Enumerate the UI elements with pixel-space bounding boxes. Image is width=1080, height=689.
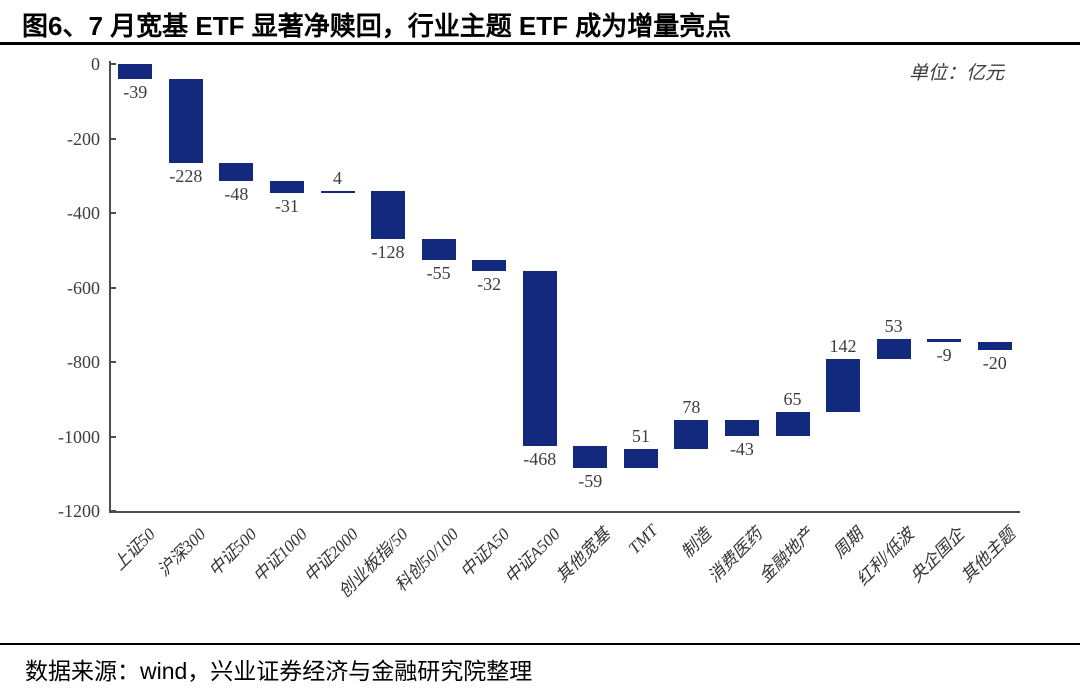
bar-value-label: -20	[982, 352, 1007, 373]
y-axis-tick	[110, 286, 116, 289]
bar-value-label: -55	[426, 262, 451, 283]
bar-value-label: 4	[333, 168, 342, 189]
y-axis-tick-label: -1200	[58, 501, 100, 521]
y-axis-tick-label: -600	[67, 277, 100, 298]
waterfall-bar	[674, 419, 709, 449]
bar-value-label: -39	[123, 81, 148, 102]
bar-value-label: 51	[631, 425, 650, 446]
bar-value-label: -128	[371, 242, 405, 263]
bar-value-label: 142	[829, 335, 857, 356]
bar-value-label: 78	[682, 396, 701, 417]
y-axis-tick-label: -200	[67, 128, 100, 149]
data-source-note: 数据来源：wind，兴业证券经济与金融研究院整理	[25, 658, 533, 684]
bar-value-label: -48	[224, 184, 249, 205]
x-axis-category-label: 央企国企	[906, 524, 969, 587]
waterfall-bar	[269, 181, 304, 193]
bar-value-label: -59	[578, 470, 603, 491]
waterfall-bar	[775, 411, 810, 436]
waterfall-bar	[168, 78, 203, 164]
x-axis-category-label: 金融地产	[754, 524, 817, 587]
x-axis-category-label: 沪深300	[154, 524, 210, 581]
bar-value-label: -32	[477, 274, 502, 295]
y-axis-tick	[110, 63, 116, 65]
y-axis-tick-label: -800	[67, 352, 100, 372]
waterfall-bar	[118, 64, 153, 79]
x-axis-line	[109, 511, 1020, 513]
bar-value-label: -228	[169, 166, 203, 187]
waterfall-bar	[421, 239, 456, 260]
footer-divider-line	[0, 643, 1080, 645]
x-axis-category-label: 消费医药	[704, 524, 766, 587]
figure-title: 图6、7 月宽基 ETF 显著净赎回，行业主题 ETF 成为增量亮点	[22, 11, 732, 41]
waterfall-bar	[826, 358, 861, 412]
y-axis-tick-label: 0	[91, 54, 100, 74]
y-axis-tick-label: -400	[67, 203, 100, 223]
waterfall-bar	[472, 259, 507, 272]
bar-value-label: 65	[783, 388, 802, 409]
x-axis-category-label: 其他宽基	[552, 524, 615, 587]
y-axis-tick	[110, 435, 116, 438]
bar-value-label: -31	[274, 195, 299, 216]
waterfall-bar	[623, 448, 658, 468]
x-axis-category-label: 周期	[829, 524, 868, 563]
waterfall-bar	[320, 191, 355, 194]
waterfall-bar	[219, 163, 254, 182]
title-divider-line	[0, 42, 1080, 45]
bar-value-label: -9	[936, 345, 952, 366]
x-axis-category-label: TMT	[624, 521, 662, 558]
waterfall-bar	[876, 338, 911, 359]
unit-label: 单位：亿元	[908, 63, 1004, 84]
y-axis-tick	[110, 212, 116, 214]
y-axis-tick	[110, 510, 116, 512]
bar-value-label: -43	[729, 438, 754, 459]
waterfall-bar	[977, 342, 1012, 350]
bar-value-label: -468	[523, 448, 557, 469]
y-axis-tick	[110, 137, 116, 140]
bar-value-label: 53	[884, 315, 903, 336]
y-axis-tick-label: -1000	[58, 426, 100, 447]
waterfall-bar	[927, 338, 962, 343]
waterfall-bar	[371, 191, 406, 240]
x-axis-category-label: 中证1000	[249, 524, 311, 587]
waterfall-bar	[522, 271, 557, 446]
waterfall-bar	[724, 419, 759, 436]
x-axis-category-label: 制造	[677, 524, 716, 563]
x-axis-category-label: 上证50	[109, 524, 160, 575]
y-axis-tick	[110, 361, 116, 363]
waterfall-bar	[573, 445, 608, 468]
x-axis-category-label: 其他主题	[957, 524, 1019, 587]
